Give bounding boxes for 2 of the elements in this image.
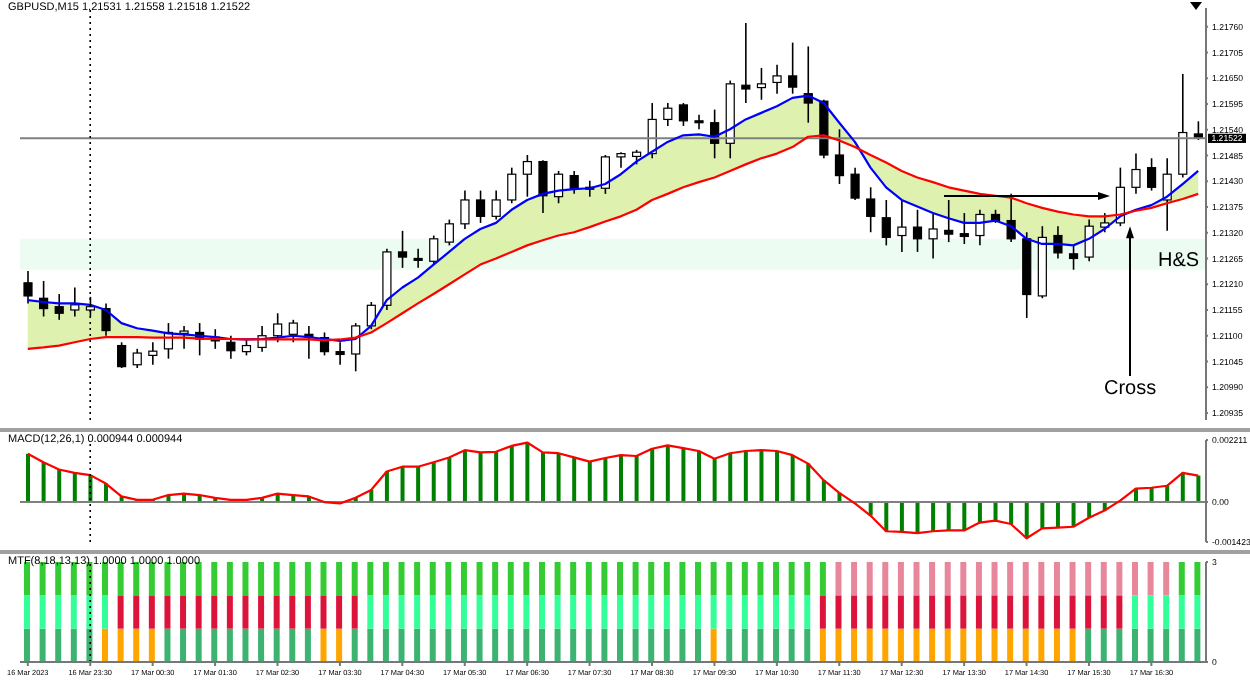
annotation: Cross xyxy=(1104,378,1157,400)
annotation: H&S xyxy=(1158,250,1200,272)
